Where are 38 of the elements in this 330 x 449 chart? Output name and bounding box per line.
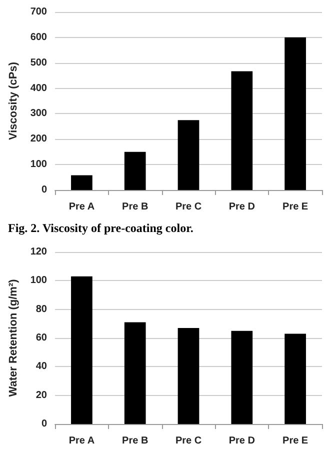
x-tick-label: Pre D xyxy=(228,202,255,212)
y-tick-label: 0 xyxy=(41,418,48,430)
x-tick-label: Pre A xyxy=(68,202,95,212)
bar xyxy=(231,330,253,424)
bar xyxy=(284,37,306,190)
y-tick-label: 40 xyxy=(36,361,48,372)
y-tick-label: 600 xyxy=(30,32,48,43)
y-tick-label: 100 xyxy=(30,275,48,286)
y-tick-label: 60 xyxy=(36,332,48,344)
x-tick-label: Pre B xyxy=(122,202,148,212)
y-tick-label: 200 xyxy=(30,134,48,145)
y-tick-label: 0 xyxy=(41,184,48,196)
x-tick-label: Pre E xyxy=(282,436,308,446)
x-tick-label: Pre E xyxy=(282,202,308,212)
bar xyxy=(71,276,92,424)
bar xyxy=(178,120,200,190)
x-tick-label: Pre D xyxy=(228,436,255,446)
y-tick-label: 120 xyxy=(30,246,48,258)
x-tick-label: Pre A xyxy=(68,436,95,446)
x-tick-label: Pre C xyxy=(175,202,202,212)
y-tick-label: 80 xyxy=(36,304,48,315)
bar xyxy=(124,152,146,190)
y-axis-title: Water Retention (g/m²) xyxy=(8,278,20,397)
x-tick-label: Pre B xyxy=(122,436,148,446)
bar xyxy=(178,328,200,424)
bar xyxy=(284,334,306,424)
y-tick-label: 20 xyxy=(36,390,48,401)
bar xyxy=(231,71,253,190)
y-tick-label: 500 xyxy=(30,57,48,68)
bar xyxy=(124,322,146,424)
x-tick-label: Pre C xyxy=(175,436,202,446)
y-axis-title: Viscosity (cPs) xyxy=(8,62,20,140)
y-tick-label: 700 xyxy=(30,6,48,18)
caption: Fig. 2. Viscosity of pre-coating color. xyxy=(8,221,194,235)
bar xyxy=(71,175,92,190)
y-tick-label: 400 xyxy=(30,82,48,94)
y-tick-label: 100 xyxy=(30,159,48,170)
y-tick-label: 300 xyxy=(30,108,48,120)
